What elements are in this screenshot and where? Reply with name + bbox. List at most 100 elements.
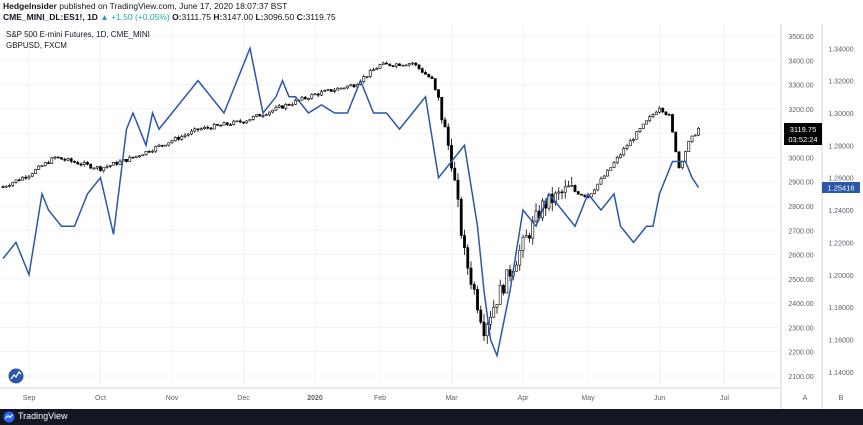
- candle-body: [622, 148, 626, 156]
- candle-body: [281, 105, 284, 109]
- candle-body: [651, 114, 655, 117]
- last-price-tag: 3119.75 03:52:24: [784, 123, 822, 145]
- sp500-tick-label: 2700.00: [788, 228, 813, 235]
- candle-body: [303, 96, 307, 100]
- candle-body: [628, 140, 632, 147]
- high-value: 3147.00: [222, 12, 254, 22]
- candle-body: [684, 151, 687, 162]
- candle-body: [667, 114, 671, 116]
- candle-body: [14, 179, 18, 183]
- gbpusd-tick-label: 1.16000: [828, 337, 853, 344]
- gbpusd-last-value: 1.25416: [827, 184, 854, 193]
- sp500-tick-label: 2800.00: [788, 204, 813, 211]
- candle-body: [24, 176, 28, 179]
- gbpusd-tick-label: 1.18000: [828, 305, 853, 312]
- scale-button-b[interactable]: B: [838, 393, 843, 402]
- chart-line-icon: [10, 370, 22, 380]
- candle-body: [560, 191, 564, 194]
- time-tick-label: Feb: [374, 395, 386, 402]
- candle-body: [625, 145, 629, 149]
- time-tick-label: 2020: [307, 395, 323, 402]
- candle-body: [693, 134, 697, 137]
- candle-body: [674, 131, 678, 153]
- candle-body: [466, 247, 470, 269]
- candle-body: [690, 135, 694, 142]
- tradingview-logo-icon[interactable]: [3, 411, 15, 423]
- candle-body: [381, 62, 385, 65]
- chart-logo[interactable]: [8, 368, 24, 384]
- gbpusd-price-axis[interactable]: 1.34000 1.32000 1.30000 1.28000 1.26000 1.240…: [828, 46, 853, 377]
- gbpusd-tick-label: 1.14000: [828, 370, 853, 377]
- candle-body: [385, 62, 388, 65]
- candle-body: [134, 155, 138, 158]
- sp500-price-axis[interactable]: 3500.003400.003300.003200.003100.003000.…: [788, 34, 813, 381]
- candle-body: [576, 191, 580, 195]
- candle-body: [498, 284, 502, 305]
- candle-body: [505, 269, 509, 294]
- candle-body: [518, 250, 522, 266]
- candle-body: [316, 93, 320, 96]
- candle-body: [251, 116, 255, 120]
- candle-body: [235, 120, 239, 123]
- time-axis[interactable]: Sep Oct Nov Dec 2020 Feb Mar Apr May Jun Jul: [23, 395, 730, 402]
- candle-body: [37, 165, 41, 170]
- candle-body: [47, 162, 50, 164]
- candle-body: [60, 157, 63, 160]
- close-label: C:: [296, 12, 306, 22]
- candle-body: [420, 68, 424, 73]
- low-label: L:: [255, 12, 264, 22]
- footer-brand[interactable]: TradingView: [18, 411, 68, 421]
- gbpusd-tick-label: 1.34000: [828, 46, 853, 53]
- candle-body: [404, 64, 408, 67]
- time-tick-label: Oct: [95, 395, 106, 402]
- candle-body: [30, 173, 34, 177]
- candle-body: [167, 142, 171, 146]
- chart-pane[interactable]: 3500.003400.003300.003200.003100.003000.…: [0, 24, 863, 409]
- candle-body: [310, 94, 314, 99]
- candle-body: [654, 111, 658, 115]
- candle-body: [378, 64, 382, 69]
- gbpusd-tick-label: 1.26000: [828, 176, 853, 183]
- candle-body: [638, 128, 642, 132]
- footer-bar: TradingView: [0, 409, 863, 425]
- candle-body: [469, 267, 473, 285]
- candle-body: [66, 158, 70, 161]
- candle-body: [11, 182, 15, 186]
- candle-body: [248, 119, 252, 122]
- candlestick-series: [1, 61, 700, 344]
- author-name[interactable]: HedgeInsider: [3, 1, 57, 11]
- candle-body: [131, 156, 135, 159]
- candle-body: [495, 304, 499, 308]
- candle-body: [1, 186, 5, 188]
- candle-body: [375, 68, 379, 71]
- candle-body: [414, 62, 418, 66]
- candle-body: [255, 114, 258, 117]
- candle-body: [92, 167, 96, 170]
- candle-body: [125, 158, 128, 162]
- candle-body: [391, 65, 395, 67]
- candle-body: [138, 155, 141, 158]
- sp500-tick-label: 2200.00: [788, 350, 813, 357]
- candle-body: [157, 144, 161, 147]
- candle-body: [222, 122, 226, 126]
- candle-body: [284, 104, 288, 109]
- candle-body: [398, 63, 401, 66]
- candle-body: [209, 127, 213, 130]
- candle-body: [580, 193, 583, 196]
- main-series-legend[interactable]: S&P 500 E-mini Futures, 1D, CME_MINI: [6, 30, 150, 39]
- candle-body: [290, 104, 294, 106]
- candle-body: [245, 120, 249, 124]
- time-tick-label: Jul: [720, 395, 729, 402]
- scale-button-a[interactable]: A: [802, 393, 807, 402]
- overlay-series-legend[interactable]: GBPUSD, FXCM: [6, 41, 67, 50]
- candle-body: [183, 134, 187, 137]
- candle-body: [294, 100, 297, 105]
- price-chart[interactable]: 3500.003400.003300.003200.003100.003000.…: [0, 24, 863, 409]
- candle-body: [170, 140, 174, 144]
- candle-body: [492, 306, 496, 318]
- gbpusd-tick-label: 1.22000: [828, 240, 853, 247]
- candle-body: [190, 130, 193, 135]
- gbpusd-tick-label: 1.32000: [828, 79, 853, 86]
- candle-body: [95, 166, 99, 169]
- candle-body: [596, 183, 600, 191]
